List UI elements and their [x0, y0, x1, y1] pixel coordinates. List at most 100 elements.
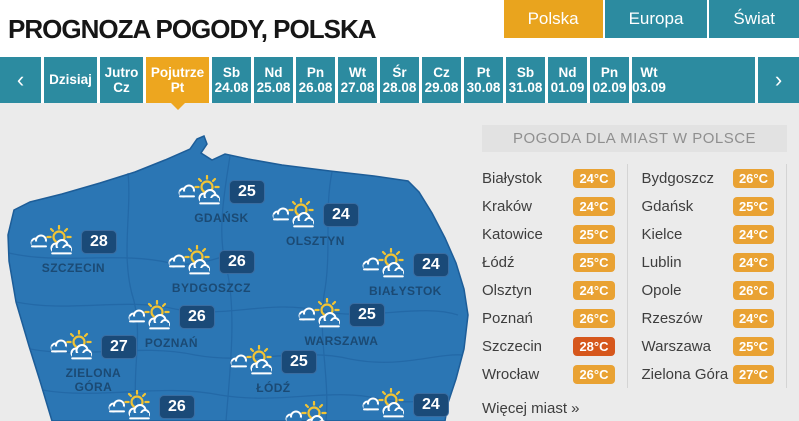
map-city-marker[interactable]: 25 GDAŃSK: [178, 175, 265, 225]
day-tab[interactable]: Dzisiaj: [44, 57, 100, 103]
day-tab-label: Jutro Cz: [104, 64, 139, 95]
city-row[interactable]: Białystok 24°C: [482, 164, 615, 192]
day-nav: ‹ Dzisiaj Jutro Cz Pojutrze Pt Sb 24.08 Nd 25.08…: [0, 57, 799, 110]
marker-top: 28: [30, 225, 117, 259]
day-tab[interactable]: Sb 24.08: [212, 57, 254, 103]
temperature-badge: 27°C: [732, 364, 774, 384]
city-row[interactable]: Zielona Góra 27°C: [641, 360, 774, 388]
map-city-marker[interactable]: 24 OLSZTYN: [272, 198, 359, 248]
city-name-link[interactable]: Olsztyn: [482, 281, 533, 299]
day-tab[interactable]: Nd 01.09: [548, 57, 590, 103]
city-name-link[interactable]: Kraków: [482, 197, 533, 215]
partly-cloudy-icon: [178, 175, 220, 205]
city-name-link[interactable]: Gdańsk: [641, 197, 694, 215]
day-tab[interactable]: Jutro Cz: [100, 57, 146, 103]
city-name-link[interactable]: Warszawa: [641, 337, 711, 355]
tab-europa[interactable]: Europa: [604, 0, 708, 38]
map-city-label: OLSZTYN: [285, 234, 345, 248]
day-tab[interactable]: Wt 03.09: [632, 57, 666, 103]
city-row[interactable]: Warszawa 25°C: [641, 332, 774, 360]
city-name-link[interactable]: Białystok: [482, 169, 543, 187]
city-name-link[interactable]: Wrocław: [482, 365, 540, 383]
temperature-badge: 25°C: [573, 252, 615, 272]
map-temperature-badge: 25: [349, 303, 385, 327]
day-tab[interactable]: Śr 28.08: [380, 57, 422, 103]
city-row[interactable]: Gdańsk 25°C: [641, 192, 774, 220]
map-temperature-badge: 24: [323, 203, 359, 227]
marker-top: 25: [298, 298, 385, 332]
map-city-marker[interactable]: 28 SZCZECIN: [30, 225, 117, 275]
region-tabs: Polska Europa Świat: [502, 0, 799, 38]
prev-day-arrow-icon[interactable]: ‹: [0, 57, 44, 103]
temperature-badge: 28°C: [573, 336, 615, 356]
city-row[interactable]: Opole 26°C: [641, 276, 774, 304]
marker-top: 25: [178, 175, 265, 209]
city-row[interactable]: Poznań 26°C: [482, 304, 615, 332]
day-tab-label: Dzisiaj: [49, 72, 92, 88]
tab-świat[interactable]: Świat: [709, 0, 799, 38]
city-row[interactable]: Rzeszów 24°C: [641, 304, 774, 332]
city-name-link[interactable]: Poznań: [482, 309, 533, 327]
city-row[interactable]: Kielce 24°C: [641, 220, 774, 248]
city-name-link[interactable]: Zielona Góra: [641, 365, 729, 383]
map-city-label: POZNAŃ: [144, 336, 198, 350]
city-row[interactable]: Szczecin 28°C: [482, 332, 615, 360]
city-name-link[interactable]: Bydgoszcz: [641, 169, 715, 187]
day-tab[interactable]: Pn 26.08: [296, 57, 338, 103]
day-tab-label: Cz 29.08: [424, 64, 459, 95]
map-city-marker[interactable]: 24: [362, 388, 449, 421]
map-city-marker[interactable]: 26 POZNAŃ: [128, 300, 215, 350]
tab-polska[interactable]: Polska: [503, 0, 603, 38]
partly-cloudy-icon: [30, 225, 72, 255]
city-row[interactable]: Katowice 25°C: [482, 220, 615, 248]
city-row[interactable]: Lublin 24°C: [641, 248, 774, 276]
city-row[interactable]: Kraków 24°C: [482, 192, 615, 220]
city-name-link[interactable]: Rzeszów: [641, 309, 703, 327]
marker-top: 24: [362, 388, 449, 421]
city-name-link[interactable]: Lublin: [641, 253, 682, 271]
map-city-marker[interactable]: 25 WARSZAWA: [298, 298, 385, 348]
day-tab[interactable]: Sb 31.08: [506, 57, 548, 103]
map-city-marker[interactable]: 27 ZIELONA GÓRA: [50, 330, 137, 394]
map-city-marker[interactable]: 24 BIAŁYSTOK: [362, 248, 449, 298]
partly-cloudy-icon: [128, 300, 170, 330]
city-name-link[interactable]: Szczecin: [482, 337, 543, 355]
day-tab-label: Pn 02.09: [592, 64, 627, 95]
city-name-link[interactable]: Łódź: [482, 253, 515, 271]
map-temperature-badge: 27: [101, 335, 137, 359]
day-tab[interactable]: Pojutrze Pt: [146, 57, 212, 110]
map-temperature-badge: 28: [81, 230, 117, 254]
day-tab[interactable]: Cz 29.08: [422, 57, 464, 103]
city-name-link[interactable]: Katowice: [482, 225, 543, 243]
map-temperature-badge: 24: [413, 253, 449, 277]
map-temperature-badge: 26: [159, 395, 195, 419]
map-city-marker[interactable]: [285, 401, 331, 421]
temperature-badge: 25°C: [732, 196, 774, 216]
map-city-marker[interactable]: 26 BYDGOSZCZ: [168, 245, 255, 295]
marker-top: 27: [50, 330, 137, 364]
marker-top: [285, 401, 331, 421]
city-name-link[interactable]: Opole: [641, 281, 682, 299]
map-city-marker[interactable]: 25 ŁÓDŹ: [230, 345, 317, 395]
city-row[interactable]: Wrocław 26°C: [482, 360, 615, 388]
city-row[interactable]: Bydgoszcz 26°C: [641, 164, 774, 192]
city-name-link[interactable]: Kielce: [641, 225, 683, 243]
next-day-arrow-icon[interactable]: ›: [755, 57, 799, 103]
day-tab[interactable]: Wt 27.08: [338, 57, 380, 103]
map-city-label: BIAŁYSTOK: [369, 284, 442, 298]
partly-cloudy-icon: [362, 248, 404, 278]
temperature-badge: 24°C: [573, 168, 615, 188]
temperature-badge: 24°C: [732, 224, 774, 244]
content: 25 GDAŃSK 24 OLSZTYN 28 SZCZECIN 26 BYDGOSZCZ 24…: [0, 103, 799, 421]
day-tab[interactable]: Pn 02.09: [590, 57, 632, 103]
map-city-marker[interactable]: 26: [108, 390, 195, 421]
marker-top: 25: [230, 345, 317, 379]
day-tab[interactable]: Nd 25.08: [254, 57, 296, 103]
day-tab[interactable]: Pt 30.08: [464, 57, 506, 103]
marker-top: 26: [128, 300, 215, 334]
sidebar-title: POGODA DLA MIAST W POLSCE: [482, 125, 787, 152]
more-cities-link[interactable]: Więcej miast »: [482, 400, 580, 417]
city-row[interactable]: Łódź 25°C: [482, 248, 615, 276]
temperature-badge: 25°C: [732, 336, 774, 356]
city-row[interactable]: Olsztyn 24°C: [482, 276, 615, 304]
